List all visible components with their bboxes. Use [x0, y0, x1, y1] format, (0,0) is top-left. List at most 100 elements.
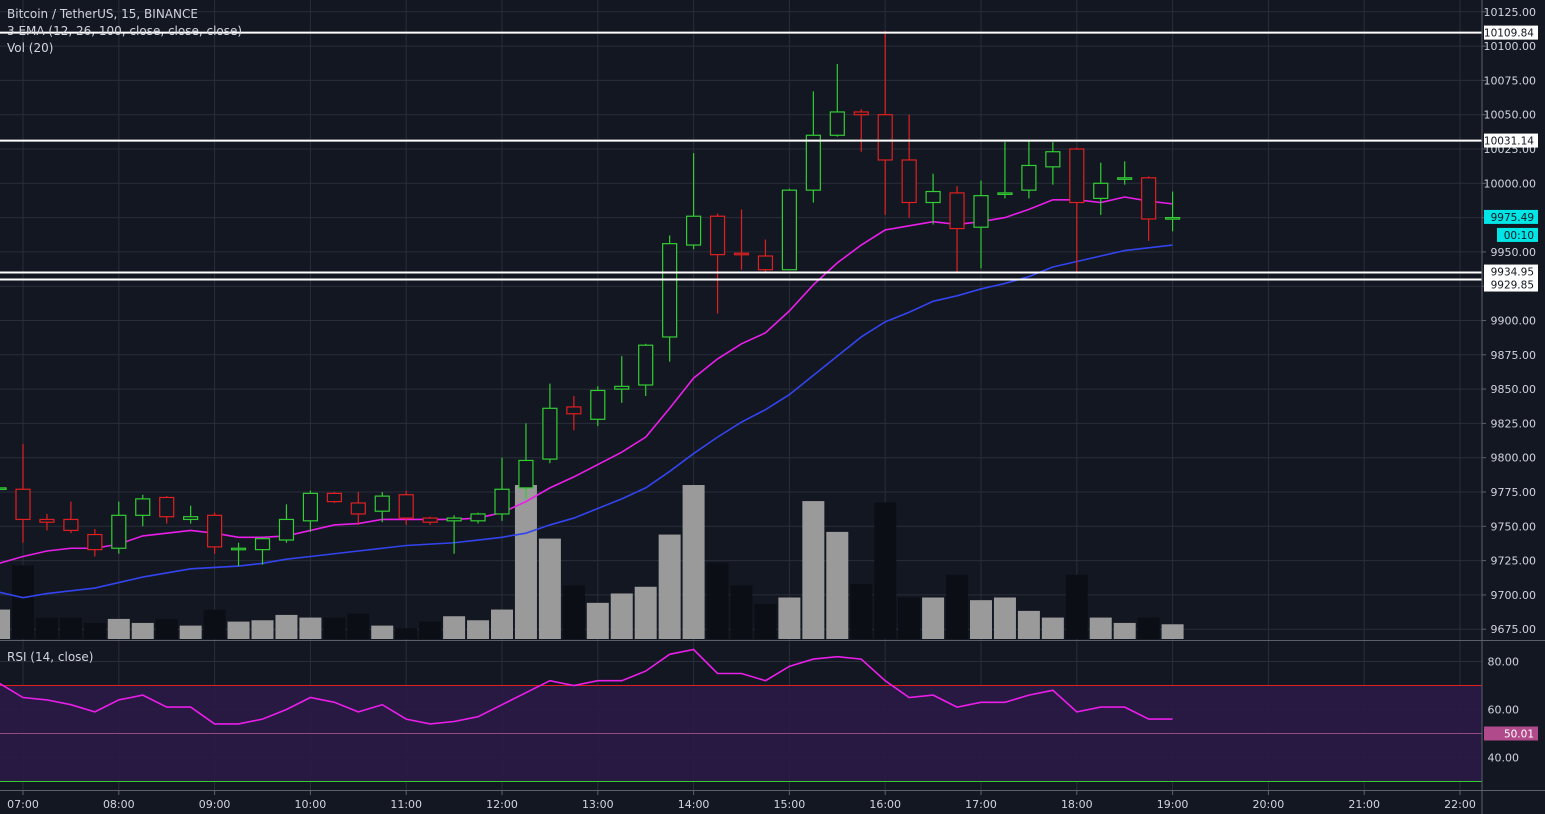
- volume-bar: [778, 597, 801, 639]
- hline-price-label: 9929.85: [1491, 280, 1534, 292]
- candle: [159, 496, 175, 524]
- candle: [542, 383, 558, 464]
- x-tick-label: 20:00: [1253, 798, 1285, 811]
- candle-body: [135, 498, 151, 516]
- volume-bar: [1041, 617, 1064, 639]
- volume-bar: [347, 613, 370, 639]
- current-price-label: 9975.49: [1491, 212, 1534, 224]
- volume-bar: [970, 600, 992, 639]
- x-tick-label: 14:00: [678, 798, 710, 811]
- rsi-tick-label: 60.00: [1488, 704, 1520, 717]
- candle-body: [254, 538, 271, 551]
- candle-body: [63, 518, 79, 532]
- volume-bar: [610, 593, 633, 639]
- volume-bar: [467, 620, 490, 639]
- volume-bar: [826, 531, 849, 639]
- candle: [39, 513, 55, 531]
- candle: [1093, 162, 1109, 215]
- candle: [925, 173, 941, 225]
- volume-bar: [850, 584, 873, 639]
- volume-legend[interactable]: Vol (20): [7, 41, 54, 55]
- volume-bar: [371, 625, 394, 639]
- candle: [63, 501, 79, 534]
- candle-body: [1117, 177, 1133, 180]
- candle-body: [302, 492, 318, 522]
- volume-bar: [395, 628, 418, 639]
- ema-legend[interactable]: 3 EMA (12, 26, 100, close, close, close): [7, 24, 243, 38]
- horizontal-lines[interactable]: [0, 31, 1482, 281]
- candle-body: [709, 215, 726, 256]
- volume-bar: [898, 597, 921, 639]
- candle: [230, 542, 247, 567]
- volume-bar: [83, 622, 106, 639]
- y-tick-label: 9900.00: [1491, 315, 1537, 328]
- hline-price-label-bg: [1484, 133, 1538, 148]
- x-tick-label: 08:00: [103, 798, 135, 811]
- candle-body: [901, 159, 917, 204]
- candle: [350, 492, 366, 525]
- candle-body: [111, 514, 127, 549]
- volume-bar: [0, 609, 11, 639]
- candle-body: [590, 389, 606, 420]
- candle-body: [207, 514, 223, 548]
- candle: [853, 109, 869, 152]
- candle: [590, 386, 606, 427]
- candle: [1021, 140, 1037, 199]
- rsi-line: [0, 648, 1173, 725]
- candle-body: [925, 190, 941, 204]
- candle-body: [997, 192, 1013, 196]
- y-tick-label: 9875.00: [1491, 349, 1537, 362]
- candle-body: [326, 492, 342, 503]
- candle: [877, 31, 893, 215]
- candle-body: [757, 255, 774, 271]
- candle: [685, 153, 702, 250]
- y-tick-label: 9675.00: [1491, 623, 1537, 636]
- volume-bar: [1065, 574, 1088, 639]
- candle-body: [566, 406, 582, 415]
- rsi-legend[interactable]: RSI (14, close): [7, 650, 94, 664]
- candle: [374, 492, 390, 523]
- candle: [566, 395, 582, 431]
- volume-bar: [682, 485, 705, 639]
- candle-body: [494, 488, 510, 515]
- candle: [1164, 191, 1181, 232]
- hline-price-label-bg: [1484, 277, 1538, 292]
- candles[interactable]: [0, 31, 1181, 567]
- candle: [901, 114, 917, 218]
- volume-bar: [586, 602, 609, 639]
- candle: [111, 501, 127, 554]
- volume-bar: [538, 538, 561, 639]
- candle-body: [230, 547, 247, 551]
- volume-bar: [35, 617, 58, 639]
- volume-bar: [993, 597, 1016, 639]
- y-tick-label: 9800.00: [1491, 452, 1537, 465]
- candle: [973, 180, 989, 269]
- candle-body: [877, 114, 893, 161]
- y-tick-label: 9850.00: [1491, 383, 1537, 396]
- volume-bar: [251, 620, 274, 639]
- x-tick-label: 21:00: [1348, 798, 1380, 811]
- candle-body: [87, 533, 103, 551]
- volume-bars: [0, 485, 1184, 639]
- hline-price-label: 10109.84: [1484, 28, 1534, 40]
- x-tick-label: 11:00: [390, 798, 422, 811]
- candle: [518, 423, 534, 499]
- candle: [1069, 147, 1085, 273]
- countdown-label: 00:10: [1504, 230, 1534, 242]
- rsi-tick-label: 40.00: [1488, 752, 1520, 765]
- candle-body: [781, 189, 798, 271]
- candle: [207, 512, 223, 554]
- candle-body: [0, 487, 7, 490]
- volume-bar: [1137, 617, 1160, 639]
- candle-body: [422, 517, 438, 523]
- candle-body: [949, 192, 965, 230]
- volume-bar: [443, 616, 466, 639]
- candle-body: [446, 517, 462, 522]
- volume-bar: [1017, 610, 1040, 639]
- x-tick-label: 17:00: [965, 798, 997, 811]
- symbol-legend[interactable]: Bitcoin / TetherUS, 15, BINANCE: [7, 7, 198, 21]
